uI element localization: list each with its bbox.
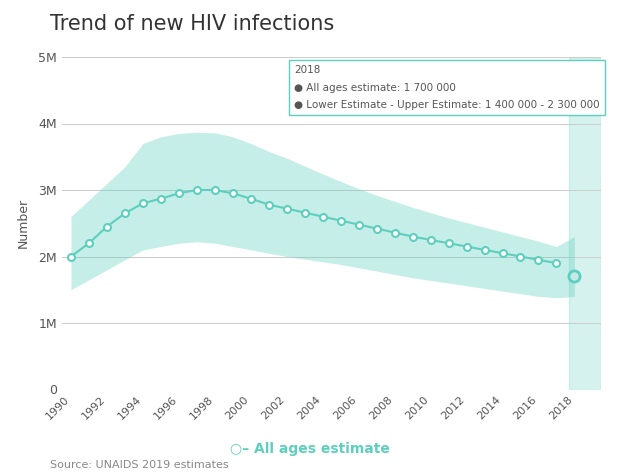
Text: Trend of new HIV infections: Trend of new HIV infections (50, 14, 334, 34)
Text: Source: UNAIDS 2019 estimates: Source: UNAIDS 2019 estimates (50, 460, 228, 470)
Text: 2018
● All ages estimate: 1 700 000
● Lower Estimate - Upper Estimate: 1 400 000: 2018 ● All ages estimate: 1 700 000 ● Lo… (294, 66, 600, 110)
Y-axis label: Number: Number (17, 198, 30, 248)
Text: ○– All ages estimate: ○– All ages estimate (230, 442, 390, 456)
Bar (569, 57, 601, 390)
